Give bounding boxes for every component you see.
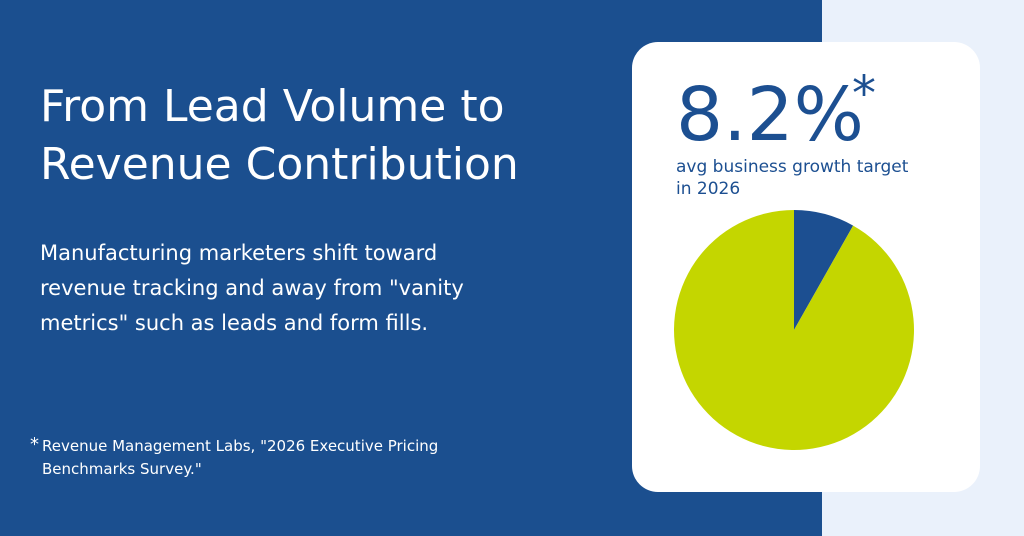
footnote: Revenue Management Labs, "2026 Executive… <box>42 437 439 478</box>
pie-slice <box>794 210 854 330</box>
stat-marker: * <box>852 66 876 122</box>
body-text: Manufacturing marketers shift toward rev… <box>40 241 464 335</box>
title: From Lead Volume to Revenue Contribution <box>40 81 519 190</box>
pie-slice <box>674 210 914 450</box>
footnote-marker: * <box>30 434 39 455</box>
stat-value: 8.2% <box>676 72 864 158</box>
stat-subtitle: avg business growth target in 2026 <box>676 157 909 199</box>
